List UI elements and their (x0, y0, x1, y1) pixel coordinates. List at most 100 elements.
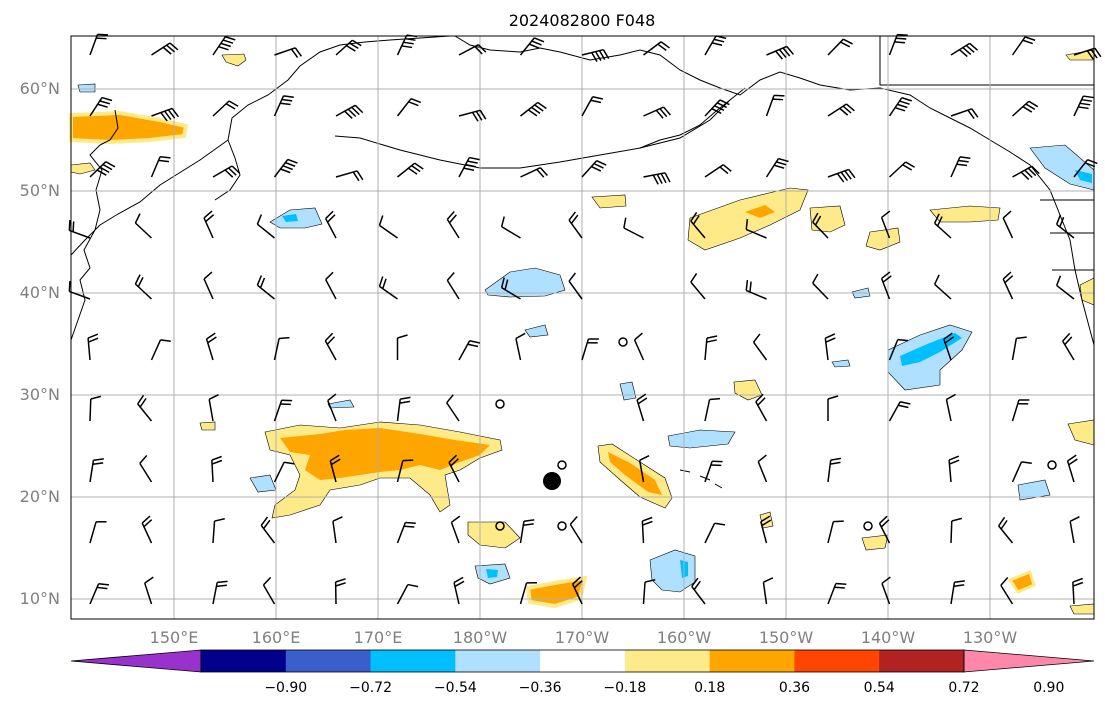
wind-barb (203, 210, 215, 239)
wind-barb (581, 159, 607, 178)
wind-barb (151, 42, 179, 56)
wind-barb (396, 521, 416, 544)
shade-ne4 (865, 227, 901, 251)
wind-barb (519, 37, 545, 56)
wind-barb (1002, 271, 1014, 300)
colorbar-segment (540, 650, 626, 672)
wind-barb (448, 454, 460, 483)
wind-barb (262, 576, 276, 605)
wind-barb (1011, 399, 1030, 422)
lon-label: 160°W (657, 628, 712, 647)
wind-barb (762, 577, 774, 605)
wind-barb (335, 39, 362, 56)
calm-circle (618, 337, 628, 347)
colorbar-tick-label: 0.36 (779, 680, 810, 696)
wind-barb (458, 44, 487, 56)
wind-barb (273, 336, 290, 361)
wind-barb (704, 335, 718, 361)
wind-barb (68, 281, 91, 300)
wind-barb (1000, 577, 1014, 605)
wind-barb (519, 519, 535, 544)
wind-barb (150, 339, 171, 361)
wind-barb (1011, 100, 1039, 117)
wind-barb (745, 279, 767, 300)
wind-barb (568, 272, 583, 300)
latitude-labels: 60°N 50°N 40°N 30°N 20°N 10°N (20, 79, 60, 608)
lon-label: 160°E (252, 628, 301, 647)
wind-barb (827, 38, 853, 56)
wind-barb (396, 459, 414, 483)
colorbar-segment (201, 650, 287, 672)
wind-barb (89, 583, 110, 605)
grid-lines (71, 36, 1094, 619)
wind-barb (396, 396, 411, 422)
coastline-aleutians (334, 87, 746, 169)
wind-barb (643, 41, 670, 56)
shade-nw-orange (69, 110, 189, 145)
wind-barb (134, 213, 153, 239)
coastline-sakhalin (99, 109, 119, 146)
colorbar-tick-label: −0.72 (349, 680, 392, 696)
lon-label: 170°W (555, 628, 610, 647)
wind-barb (569, 516, 583, 544)
wind-barb (446, 272, 460, 300)
colorbar-frame (200, 649, 965, 673)
wind-barb (998, 516, 1014, 544)
wind-barb (704, 397, 721, 422)
wind-barb (581, 338, 599, 361)
wind-barb (643, 106, 671, 119)
wind-barb (274, 47, 303, 59)
lat-label: 20°N (20, 487, 60, 506)
wind-barb (755, 393, 768, 422)
shade-neg-1e (1017, 479, 1051, 501)
wind-barb (139, 455, 153, 483)
wind-barb (812, 273, 829, 300)
wind-barb (256, 214, 275, 239)
wind-barb (824, 333, 836, 361)
wind-barb (880, 210, 891, 239)
wind-barb (950, 108, 979, 120)
wind-barb (943, 332, 955, 361)
coastline-hawaii (679, 469, 723, 489)
shade-ne2 (809, 205, 846, 233)
wind-barb (458, 340, 481, 361)
shade-ne-band (687, 187, 809, 251)
colorbar-tick-label: 0.72 (948, 680, 979, 696)
shade-neg-small1 (524, 324, 549, 338)
wind-barb (150, 156, 171, 178)
colorbar-segment (455, 650, 541, 672)
wind-barb (335, 170, 364, 182)
wind-barb (888, 401, 911, 422)
wind-barb (273, 461, 295, 483)
wind-barb (89, 33, 108, 56)
wind-barb (1072, 577, 1084, 605)
lon-label: 170°E (354, 628, 403, 647)
wind-barb (745, 218, 767, 239)
calm-circle (863, 521, 873, 531)
wind-barb (89, 161, 116, 178)
colorbar-tick-label: 0.54 (864, 680, 895, 696)
wind-barb (141, 515, 153, 544)
wind-barb (396, 34, 418, 56)
coastline-kamchatka (214, 139, 241, 201)
wind-barb (881, 576, 891, 605)
wind-barb (948, 455, 960, 483)
wind-barb (641, 516, 653, 544)
colorbar-segment (370, 650, 456, 672)
wind-barb (500, 216, 521, 239)
colorbar-tick-label: −0.18 (603, 680, 646, 696)
wind-barb (690, 273, 706, 300)
colorbar-tick-label: −0.54 (434, 680, 477, 696)
wind-barb (89, 96, 113, 117)
wind-barb (327, 393, 337, 422)
wind-barb (691, 577, 706, 605)
wind-barb (623, 217, 644, 239)
wind-barb (638, 454, 650, 483)
wind-barb (500, 277, 521, 300)
wind-barb (396, 334, 408, 360)
calm-circle (557, 460, 567, 470)
wind-barb (765, 94, 785, 117)
wind-barb (137, 394, 153, 422)
wind-barb (446, 211, 460, 239)
wind-barb (212, 100, 239, 117)
